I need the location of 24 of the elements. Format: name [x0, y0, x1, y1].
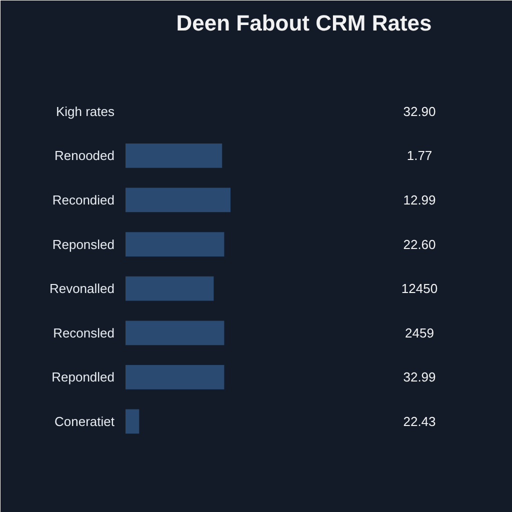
y-tick-label: Renooded [54, 148, 114, 164]
y-tick-label: Kigh rates [56, 104, 115, 119]
text: 32.90 [403, 104, 436, 119]
bar [126, 276, 214, 301]
text: 22.60 [403, 236, 436, 252]
y-tick-label: Coneratiet [54, 414, 115, 429]
y-tick-label: Reponsled [52, 236, 114, 252]
bar [126, 320, 224, 346]
y-tick-label: Recondied [52, 192, 114, 208]
text: 2459 [405, 325, 434, 340]
bar [126, 188, 230, 212]
y-tick-label: Repondled [52, 370, 115, 385]
text: 22.43 [403, 414, 436, 429]
text: 12450 [401, 281, 438, 296]
y-tick-label: Reconsled [53, 325, 115, 340]
y-tick-label: Revonalled [49, 281, 114, 296]
bar [126, 144, 222, 168]
bar [126, 365, 224, 390]
bar [126, 409, 140, 434]
text: 1.77 [406, 148, 432, 164]
text: Deen Fabout CRM Rates [176, 10, 432, 36]
text: 12.99 [403, 192, 436, 208]
bar [126, 232, 224, 256]
text: 32.99 [403, 370, 436, 385]
